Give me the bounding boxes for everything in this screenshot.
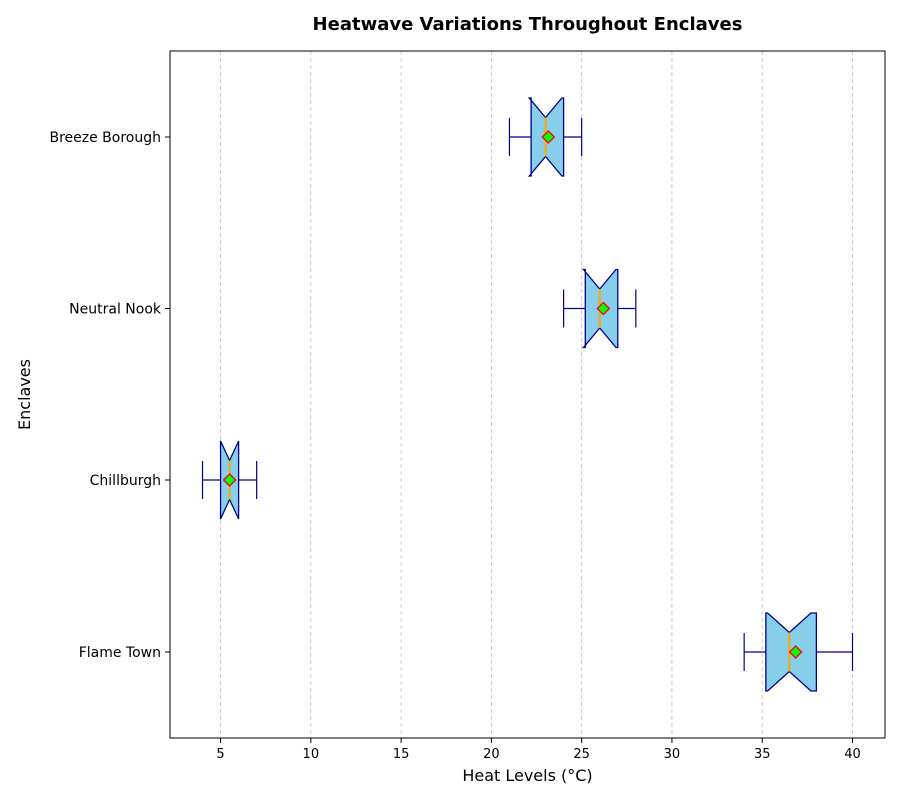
x-axis-ticks: 5 10 15 20 25 30 35 40 — [216, 738, 861, 762]
x-tick-label: 20 — [483, 747, 500, 762]
box-breeze-borough — [508, 97, 583, 177]
y-tick-label: Flame Town — [79, 645, 161, 661]
mean-marker — [788, 645, 803, 659]
plot-frame — [169, 50, 886, 739]
mean-marker — [222, 473, 237, 487]
grid-lines — [220, 51, 853, 738]
x-tick-label: 35 — [754, 747, 771, 762]
mean-marker — [596, 301, 611, 316]
boxes — [201, 97, 854, 692]
y-axis-ticks: Breeze Borough Neutral Nook Chillburgh Flam… — [49, 130, 170, 661]
box-flame-town — [743, 612, 854, 692]
mean-marker — [541, 130, 556, 144]
box-neutral-nook — [563, 268, 637, 349]
x-tick-label: 10 — [303, 747, 320, 762]
x-tick-label: 15 — [393, 747, 410, 762]
x-tick-label: 40 — [844, 747, 861, 762]
chart-title: Heatwave Variations Throughout Enclaves — [313, 14, 743, 35]
y-tick-label: Breeze Borough — [49, 130, 161, 146]
x-tick-label: 25 — [573, 747, 590, 762]
y-tick-label: Chillburgh — [90, 473, 161, 489]
box-chillburgh — [201, 440, 258, 520]
x-tick-label: 5 — [216, 747, 224, 762]
x-axis-label: Heat Levels (°C) — [462, 766, 592, 785]
y-axis-label: Enclaves — [15, 359, 34, 430]
y-tick-label: Neutral Nook — [69, 302, 162, 318]
x-tick-label: 30 — [664, 747, 681, 762]
